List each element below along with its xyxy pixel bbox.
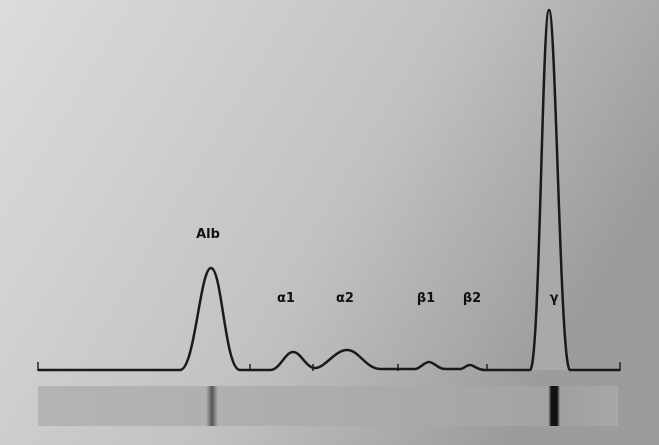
peak-label: α2 <box>336 291 354 306</box>
electrophoresis-figure: Alb α1 α2 β1 β2 γ <box>0 0 659 445</box>
peak-label: Alb <box>196 227 220 242</box>
page: Alb α1 α2 β1 β2 γ (() => { const data = … <box>0 0 659 445</box>
gel-strip <box>38 386 618 426</box>
peak-label: α1 <box>277 291 295 306</box>
peak-label: γ <box>550 291 559 306</box>
peak-label: β2 <box>463 291 481 306</box>
peak-label: β1 <box>417 291 435 306</box>
